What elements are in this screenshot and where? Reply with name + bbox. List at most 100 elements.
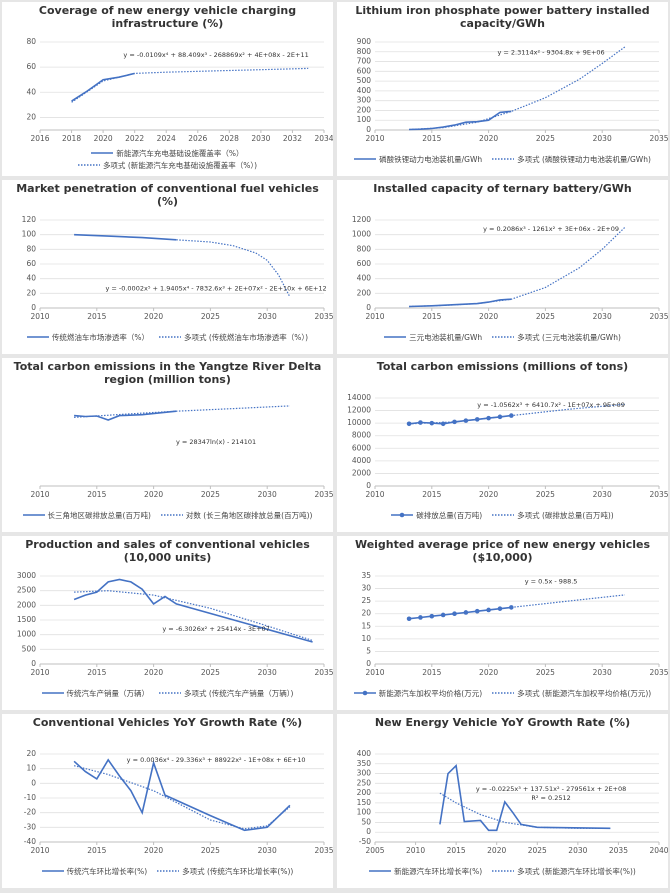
x-tick-label: 2030 xyxy=(251,134,270,143)
legend-swatch xyxy=(369,870,392,872)
legend-label: 新能源汽车加权平均价格(万元) xyxy=(378,688,483,698)
y-tick-label: 1200 xyxy=(352,215,371,224)
x-tick-label: 2040 xyxy=(649,846,668,855)
legend: 新能源汽车充电基础设施覆盖率（%） 多项式 (新能源汽车充电基础设施覆盖率（%）) xyxy=(6,144,329,174)
x-tick-label: 2020 xyxy=(144,490,163,499)
x-tick-label: 2030 xyxy=(258,312,277,321)
chart-title: Total carbon emissions (millions of tons… xyxy=(376,360,629,373)
x-tick-label: 2015 xyxy=(422,312,441,321)
x-tick-label: 2015 xyxy=(447,846,466,855)
chart-title: Lithium iron phosphate power battery ins… xyxy=(355,4,650,30)
legend-label: 碳排放总量(百万吨) xyxy=(416,510,483,520)
y-tick-label: 80 xyxy=(26,244,36,253)
legend: 传统汽车环比增长率(%) 多项式 (传统汽车环比增长率(%)) xyxy=(6,856,329,886)
y-tick-label: 0 xyxy=(366,827,371,836)
y-tick-label: 10 xyxy=(361,634,371,643)
legend-swatch xyxy=(391,512,414,518)
legend: 传统汽车产销量（万辆） 多项式 (传统汽车产销量（万辆）) xyxy=(6,678,329,708)
point xyxy=(474,417,480,422)
chart-panel: Weighted average price of new energy veh… xyxy=(337,536,668,710)
x-tick-label: 2010 xyxy=(30,846,49,855)
x-tick-label: 2024 xyxy=(157,134,176,143)
plot: 20 40 60 80 2016 2018 2020 2022 2024 2026 2028 2030… xyxy=(26,37,333,143)
y-tick-label: 15 xyxy=(361,621,371,630)
y-tick-label: 200 xyxy=(357,105,372,114)
legend-swatch xyxy=(41,870,64,872)
point xyxy=(486,415,491,421)
y-tick-label: 20 xyxy=(26,288,36,297)
chart-panel: Coverage of new energy vehicle charging … xyxy=(2,2,333,176)
legend-label: 三元电池装机量/GWh xyxy=(409,332,483,342)
y-tick-label: 60 xyxy=(26,62,36,71)
series-line xyxy=(409,606,512,620)
x-tick-label: 2025 xyxy=(536,134,555,143)
legend-label: 传统汽车环比增长率(%) xyxy=(66,866,148,876)
x-tick-label: 2025 xyxy=(536,668,555,677)
legend-item: 碳排放总量(百万吨) xyxy=(391,510,482,521)
y-tick-label: 150 xyxy=(357,798,372,807)
y-tick-label: 1000 xyxy=(17,630,36,639)
x-tick-label: 2016 xyxy=(30,134,49,143)
chart-panel: Lithium iron phosphate power battery ins… xyxy=(337,2,668,176)
chart-panel: Total carbon emissions in the Yangtze Ri… xyxy=(2,358,333,532)
chart-title: Installed capacity of ternary battery/GW… xyxy=(373,182,632,195)
x-tick-label: 2030 xyxy=(593,668,612,677)
x-tick-label: 2020 xyxy=(487,846,506,855)
chart-panel: New Energy Vehicle YoY Growth Rate (%) -5… xyxy=(337,714,668,888)
x-tick-label: 2020 xyxy=(94,134,113,143)
legend-item: 多项式 (碳排放总量(百万吨)) xyxy=(492,510,614,521)
legend-item: 长三角地区碳排放总量(百万吨) xyxy=(22,510,151,521)
series-line xyxy=(409,298,512,308)
x-tick-label: 2020 xyxy=(479,668,498,677)
legend-swatch xyxy=(26,336,49,338)
legend-item: 传统燃油车市场渗透率（%） xyxy=(26,332,149,343)
x-tick-label: 2015 xyxy=(422,668,441,677)
y-tick-label: 800 xyxy=(357,47,372,56)
series-line xyxy=(176,239,291,298)
legend-swatch xyxy=(354,158,377,160)
x-tick-label: 2010 xyxy=(365,490,384,499)
y-tick-label: -20 xyxy=(24,808,36,817)
chart-panel: Installed capacity of ternary battery/GW… xyxy=(337,180,668,354)
y-tick-label: 600 xyxy=(357,259,372,268)
y-tick-label: 700 xyxy=(357,57,372,66)
y-tick-label: 200 xyxy=(357,288,372,297)
y-tick-label: 300 xyxy=(357,769,372,778)
x-tick-label: 2034 xyxy=(314,134,333,143)
plot: -40 -30 -20 -10 0 10 20 2010 2015 2020 2025 2030 203… xyxy=(24,749,333,855)
equation: y = 28347ln(x) - 214101 xyxy=(176,438,256,446)
x-tick-label: 2030 xyxy=(593,134,612,143)
legend: 长三角地区碳排放总量(百万吨) 对数 (长三角地区碳排放总量(百万吨)) xyxy=(6,500,329,530)
series-line xyxy=(71,72,135,102)
legend-item: 传统汽车产销量（万辆） xyxy=(41,688,149,699)
x-tick-label: 2035 xyxy=(314,846,333,855)
y-tick-label: 0 xyxy=(31,778,36,787)
y-tick-label: 10 xyxy=(26,764,36,773)
y-tick-label: 20 xyxy=(26,112,36,121)
legend-label: 多项式 (碳排放总量(百万吨)) xyxy=(517,510,614,520)
chart-panel: Market penetration of conventional fuel … xyxy=(2,180,333,354)
y-tick-label: -50 xyxy=(359,837,371,846)
legend-marker xyxy=(362,690,368,696)
point xyxy=(418,615,423,620)
y-tick-label: 100 xyxy=(22,230,37,239)
legend-swatch xyxy=(157,870,180,872)
x-tick-label: 2035 xyxy=(314,312,333,321)
y-tick-label: 3000 xyxy=(17,571,36,580)
plot: 0 20 40 60 80 100 120 2010 2015 2020 2025 2030 2035 y… xyxy=(22,215,333,321)
y-tick-label: 4000 xyxy=(352,456,371,465)
y-tick-label: 0 xyxy=(31,303,36,312)
series-line xyxy=(71,67,309,103)
plot: 0 200 400 600 800 1000 1200 2010 2015 2020 2025 203… xyxy=(352,215,668,321)
y-tick-label: 100 xyxy=(357,808,372,817)
x-tick-label: 2035 xyxy=(649,668,668,677)
legend-item: 多项式 (新能源汽车充电基础设施覆盖率（%）) xyxy=(77,160,257,171)
legend-label: 长三角地区碳排放总量(百万吨) xyxy=(47,510,151,520)
y-tick-label: 0 xyxy=(366,659,371,668)
series-line xyxy=(74,405,290,418)
series-line xyxy=(409,403,625,425)
x-tick-label: 2015 xyxy=(87,846,106,855)
point xyxy=(474,608,480,614)
